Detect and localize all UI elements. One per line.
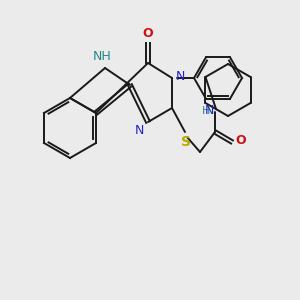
Text: O: O (235, 134, 246, 148)
Text: N: N (205, 104, 214, 118)
Text: NH: NH (93, 50, 111, 63)
Text: S: S (181, 135, 191, 149)
Text: O: O (143, 27, 153, 40)
Text: N: N (176, 70, 185, 83)
Text: H: H (202, 106, 210, 116)
Text: N: N (135, 124, 144, 137)
